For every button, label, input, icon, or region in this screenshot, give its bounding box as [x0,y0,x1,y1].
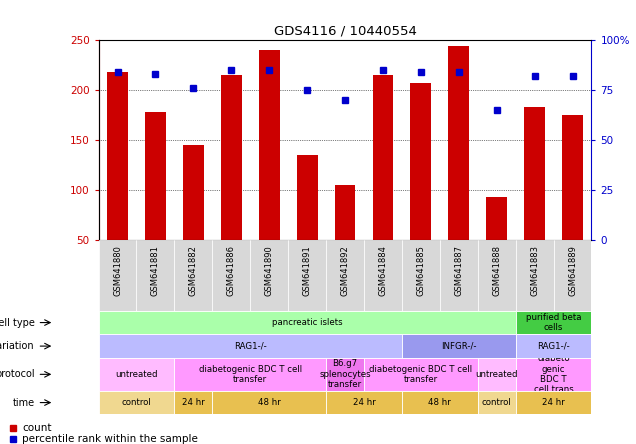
Text: GSM641890: GSM641890 [265,246,273,296]
Bar [212,391,326,414]
Bar [326,391,402,414]
Text: GSM641891: GSM641891 [303,246,312,296]
Text: untreated: untreated [476,370,518,379]
Bar [174,391,212,414]
Title: GDS4116 / 10440554: GDS4116 / 10440554 [273,24,417,37]
Bar [516,334,591,358]
Bar [487,197,507,240]
Bar [373,75,394,240]
Text: GSM641880: GSM641880 [113,246,122,296]
Bar [478,391,516,414]
Bar [448,46,469,240]
Bar [107,72,128,240]
Text: diabetogenic BDC T cell
transfer: diabetogenic BDC T cell transfer [370,365,473,384]
Bar [259,50,280,240]
Bar [516,311,591,334]
Text: GSM641881: GSM641881 [151,246,160,296]
Bar [99,391,174,414]
Bar [99,311,516,334]
Text: RAG1-/-: RAG1-/- [234,341,266,351]
Bar [364,358,478,391]
Bar [212,240,250,311]
Text: genotype/variation: genotype/variation [0,341,34,351]
Text: GSM641889: GSM641889 [568,246,577,296]
Text: GSM641882: GSM641882 [189,246,198,296]
Bar [221,75,242,240]
Bar [410,83,431,240]
Text: GSM641883: GSM641883 [530,246,539,297]
Bar [364,240,402,311]
Text: 48 hr: 48 hr [258,398,280,407]
Bar [99,358,174,391]
Bar [174,358,326,391]
Text: GSM641884: GSM641884 [378,246,387,296]
Bar [478,240,516,311]
Text: 48 hr: 48 hr [429,398,451,407]
Bar [99,334,402,358]
Bar [478,358,516,391]
Bar [516,240,553,311]
Bar [402,240,440,311]
Bar [402,334,516,358]
Text: time: time [12,397,34,408]
Text: protocol: protocol [0,369,34,379]
Text: purified beta
cells: purified beta cells [526,313,581,332]
Bar [335,185,356,240]
Text: 24 hr: 24 hr [182,398,205,407]
Text: diabeto
genic
BDC T
cell trans: diabeto genic BDC T cell trans [534,354,574,394]
Bar [99,240,137,311]
Text: GSM641886: GSM641886 [227,246,236,297]
Text: B6.g7
splenocytes
transfer: B6.g7 splenocytes transfer [319,360,371,389]
Text: untreated: untreated [115,370,158,379]
Text: RAG1-/-: RAG1-/- [537,341,570,351]
Bar [402,391,478,414]
Text: control: control [121,398,151,407]
Bar [553,240,591,311]
Text: INFGR-/-: INFGR-/- [441,341,476,351]
Text: GSM641888: GSM641888 [492,246,501,297]
Text: 24 hr: 24 hr [352,398,375,407]
Bar [174,240,212,311]
Bar [524,107,545,240]
Text: control: control [482,398,511,407]
Bar [516,358,591,391]
Bar [145,112,166,240]
Bar [326,240,364,311]
Text: GSM641885: GSM641885 [417,246,425,296]
Text: 24 hr: 24 hr [542,398,565,407]
Bar [288,240,326,311]
Bar [326,358,364,391]
Bar [183,145,204,240]
Text: count: count [22,423,52,432]
Text: pancreatic islets: pancreatic islets [272,318,342,327]
Text: percentile rank within the sample: percentile rank within the sample [22,434,198,444]
Bar [440,240,478,311]
Bar [250,240,288,311]
Text: cell type: cell type [0,317,34,328]
Text: diabetogenic BDC T cell
transfer: diabetogenic BDC T cell transfer [198,365,302,384]
Bar [137,240,174,311]
Text: GSM641892: GSM641892 [340,246,350,296]
Bar [562,115,583,240]
Bar [516,391,591,414]
Text: GSM641887: GSM641887 [454,246,463,297]
Bar [296,155,317,240]
